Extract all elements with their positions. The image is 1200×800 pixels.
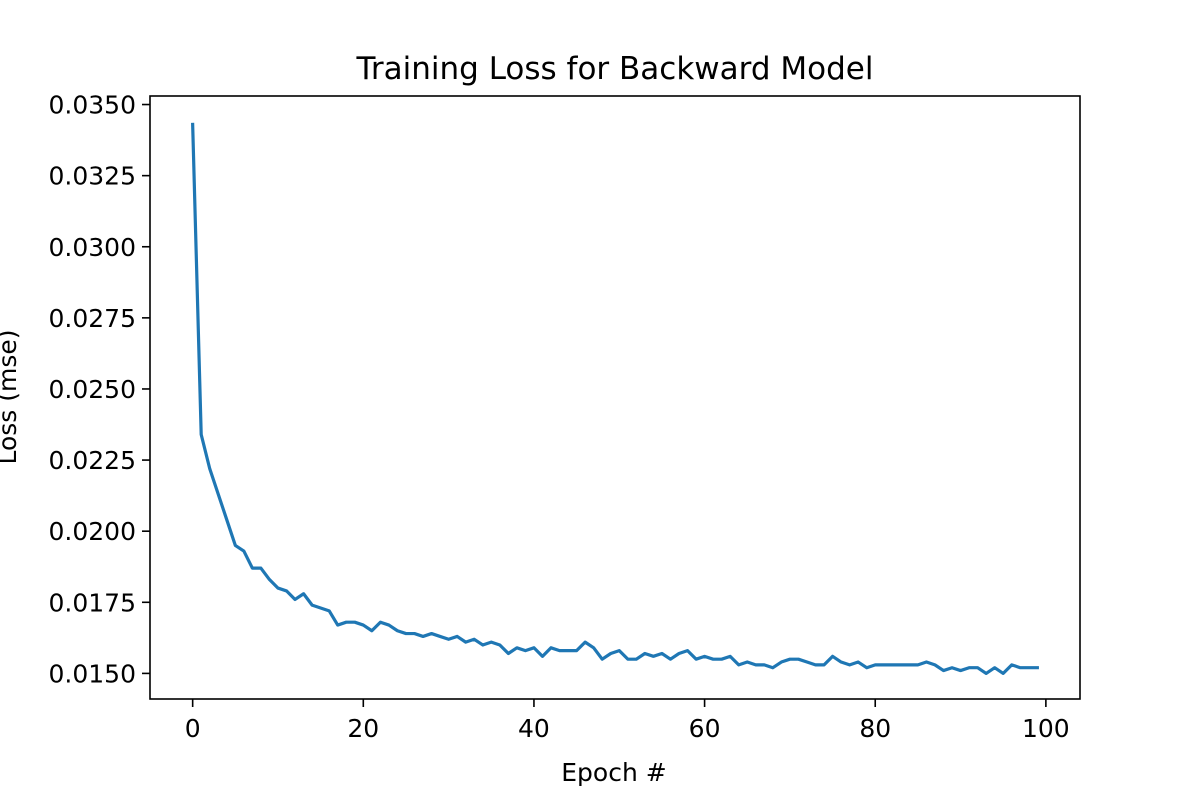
x-tick-label: 40 [518,714,550,743]
x-axis-label: Epoch # [561,758,666,787]
x-tick-label: 100 [1022,714,1070,743]
y-tick-label: 0.0150 [49,659,136,688]
y-tick-label: 0.0200 [49,517,136,546]
y-axis: 0.0150 0.0175 0.0200 0.0225 0.0250 0.0275 0.03… [49,91,150,688]
y-tick-label: 0.0350 [49,91,136,120]
x-tick-label: 20 [347,714,379,743]
plot-frame [149,95,1081,700]
y-axis-label: Loss (mse) [0,329,22,464]
loss-series-line [191,122,1039,675]
x-tick-label: 80 [859,714,891,743]
x-tick-label: 60 [689,714,721,743]
y-tick-label: 0.0250 [49,375,136,404]
y-tick-label: 0.0175 [49,588,136,617]
x-axis: 0 20 40 60 80 100 [185,699,1070,743]
y-tick-label: 0.0225 [49,446,136,475]
y-tick-label: 0.0300 [49,233,136,262]
y-tick-label: 0.0275 [49,304,136,333]
y-tick-label: 0.0325 [49,162,136,191]
x-tick-label: 0 [185,714,201,743]
chart-title: Training Loss for Backward Model [356,51,874,87]
